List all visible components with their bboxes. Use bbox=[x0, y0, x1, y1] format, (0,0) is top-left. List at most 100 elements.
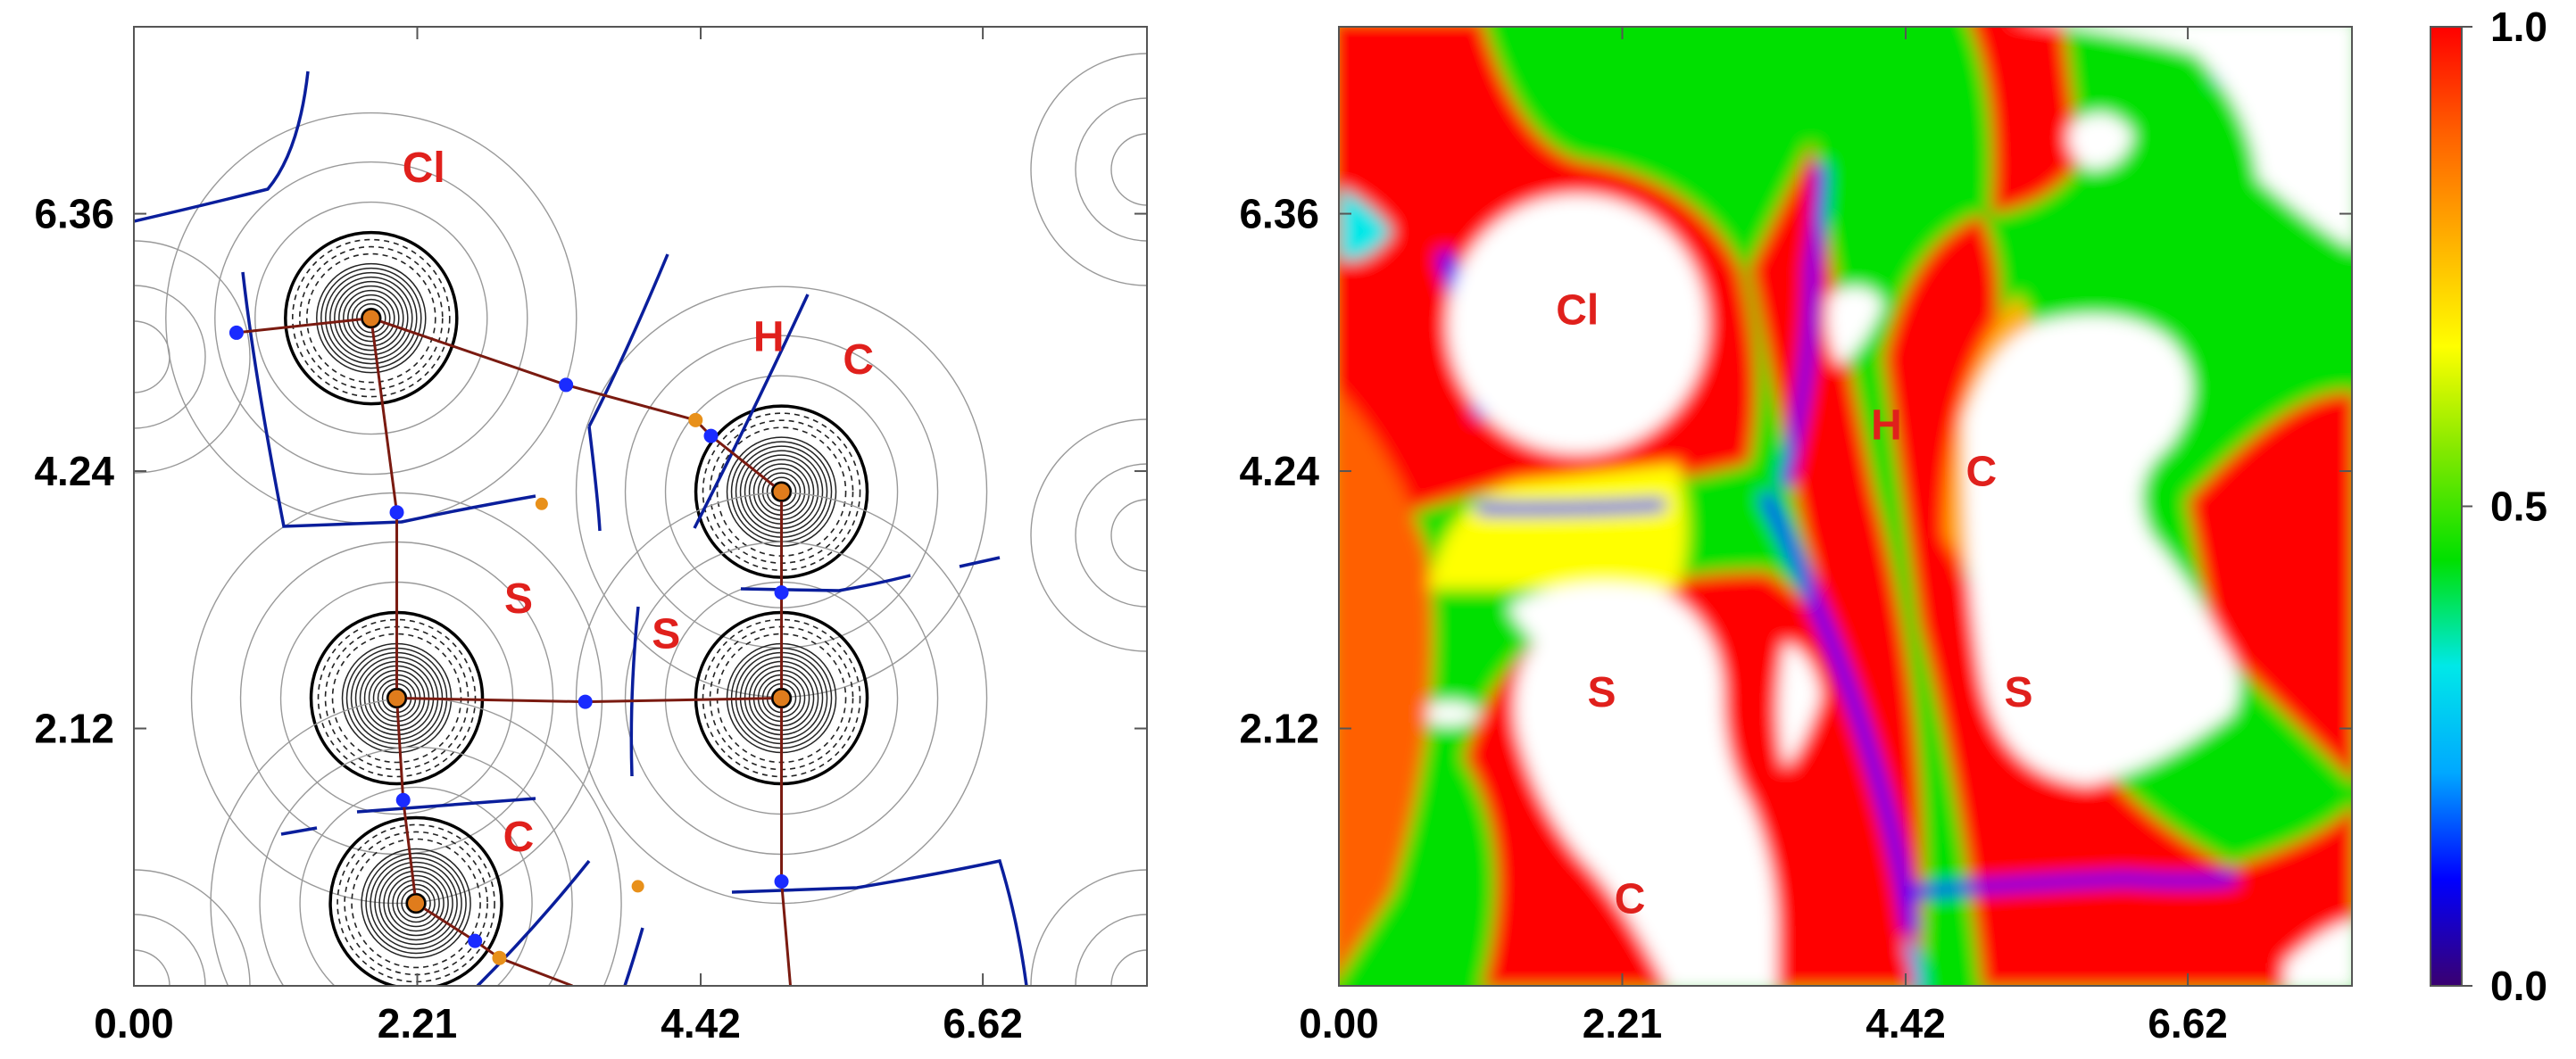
surface-line bbox=[693, 294, 810, 529]
right-x-tick-label: 6.62 bbox=[2148, 1000, 2228, 1047]
critical-points bbox=[229, 325, 789, 965]
left-y-tick-label: 2.12 bbox=[34, 706, 114, 752]
surface-line bbox=[740, 574, 911, 592]
contour-line-edge bbox=[1075, 97, 1147, 242]
color-region bbox=[1339, 187, 1392, 261]
left-atom-label: Cl bbox=[403, 145, 445, 192]
contour-line bbox=[396, 883, 436, 923]
left-panel-contour-map: 0.00 2.21 4.42 6.62 2.12 4.24 6.36 Cl H C S S C bbox=[34, 26, 1148, 1047]
contour-line bbox=[387, 874, 445, 932]
left-y-tick-label: 6.36 bbox=[34, 191, 114, 237]
contour-line-outer bbox=[299, 786, 533, 986]
contour-line-edge bbox=[1110, 133, 1147, 206]
contour-line bbox=[325, 271, 418, 365]
surface-line bbox=[623, 927, 644, 986]
right-y-tick-label: 6.36 bbox=[1239, 191, 1319, 237]
right-atom-label: C bbox=[1615, 875, 1646, 922]
contour-line-edge bbox=[1075, 463, 1147, 608]
contour-line bbox=[383, 870, 449, 937]
bond-critical-point bbox=[578, 694, 593, 709]
bond-path bbox=[402, 799, 418, 904]
right-axes: 0.00 2.21 4.42 6.62 2.12 4.24 6.36 bbox=[1239, 27, 2352, 1047]
surface-line bbox=[587, 426, 602, 532]
left-atom-label: H bbox=[753, 313, 785, 360]
contour-line-outer bbox=[254, 201, 488, 435]
bond-path bbox=[370, 318, 399, 513]
contour-line-dashed bbox=[702, 618, 861, 778]
color-region bbox=[1508, 583, 1776, 986]
right-y-tick-label: 4.24 bbox=[1239, 448, 1319, 494]
bond-critical-point bbox=[703, 428, 719, 443]
color-field bbox=[1339, 27, 2352, 986]
left-atom-label: S bbox=[504, 575, 533, 623]
surface-line bbox=[280, 826, 318, 836]
color-channel bbox=[1475, 499, 1666, 516]
contour-line-dashed bbox=[317, 618, 477, 778]
surface-line bbox=[356, 797, 536, 814]
nucleus-marker bbox=[771, 688, 792, 708]
color-region bbox=[1970, 27, 2080, 214]
interatomic-surface-lines bbox=[134, 70, 1028, 986]
surface-line bbox=[629, 606, 640, 777]
color-region bbox=[1428, 701, 1482, 726]
left-x-tick-label: 2.21 bbox=[378, 1000, 458, 1047]
contour-line bbox=[320, 267, 422, 369]
contour-line bbox=[392, 879, 440, 928]
colorbar-gradient bbox=[2430, 26, 2463, 987]
nucleus-marker bbox=[406, 893, 427, 914]
surface-line bbox=[959, 556, 1001, 568]
contour-line-dashed bbox=[351, 838, 481, 969]
nuclei bbox=[361, 308, 792, 914]
contour-line-edge bbox=[1030, 418, 1147, 652]
nucleus-marker bbox=[771, 482, 792, 502]
color-region bbox=[1428, 464, 1687, 589]
contour-line-dashed bbox=[702, 412, 861, 571]
contour-line-edge bbox=[1030, 53, 1147, 286]
contour-line bbox=[401, 888, 431, 919]
contour-line bbox=[378, 865, 453, 941]
contour-line bbox=[370, 856, 462, 950]
surface-line bbox=[241, 271, 536, 528]
right-atom-label: C bbox=[1965, 448, 1997, 495]
bond-path bbox=[395, 698, 405, 800]
contour-line bbox=[361, 848, 471, 959]
left-axes: 0.00 2.21 4.42 6.62 2.12 4.24 6.36 bbox=[34, 27, 1147, 1047]
right-y-tick-label: 2.12 bbox=[1239, 706, 1319, 752]
color-region bbox=[1826, 287, 1883, 366]
contour-line-edge bbox=[134, 285, 206, 429]
colorbar-tick-label: 0.0 bbox=[2490, 963, 2547, 1009]
contour-line-dashed bbox=[298, 245, 444, 391]
bond-path bbox=[780, 881, 793, 986]
right-atom-label: H bbox=[1871, 402, 1902, 450]
surface-line bbox=[731, 858, 1028, 986]
hydrogen-nucleus-marker bbox=[492, 950, 507, 965]
right-x-tick-label: 2.21 bbox=[1583, 1000, 1663, 1047]
surface-line bbox=[587, 253, 669, 427]
left-atom-label: S bbox=[652, 611, 680, 658]
bond-critical-point bbox=[559, 377, 574, 393]
bond-path bbox=[710, 434, 783, 493]
color-channel bbox=[1779, 163, 1827, 488]
color-region bbox=[1778, 642, 1821, 767]
ring-critical-point bbox=[631, 880, 644, 893]
right-atom-label: S bbox=[2004, 669, 2032, 716]
colorbar-tick-label: 0.5 bbox=[2490, 484, 2547, 530]
contour-line-edge bbox=[134, 320, 170, 393]
right-plot-frame bbox=[1338, 26, 2353, 987]
bond-critical-point bbox=[468, 933, 483, 948]
contour-line-edge bbox=[134, 240, 251, 474]
nucleus-marker bbox=[361, 308, 381, 328]
hydrogen-nucleus-marker bbox=[688, 412, 703, 427]
left-atom-label: C bbox=[843, 336, 874, 384]
contour-line bbox=[338, 285, 404, 352]
ring-critical-point bbox=[535, 497, 548, 510]
bond-path bbox=[415, 902, 476, 942]
bond-path bbox=[236, 317, 371, 335]
contour-line-edge bbox=[1110, 499, 1147, 572]
left-x-tick-label: 4.42 bbox=[661, 1000, 741, 1047]
colorbar-tick-label: 1.0 bbox=[2490, 4, 2547, 50]
nucleus-marker bbox=[386, 688, 407, 708]
left-x-tick-label: 0.00 bbox=[94, 1000, 174, 1047]
contour-line bbox=[329, 276, 413, 360]
